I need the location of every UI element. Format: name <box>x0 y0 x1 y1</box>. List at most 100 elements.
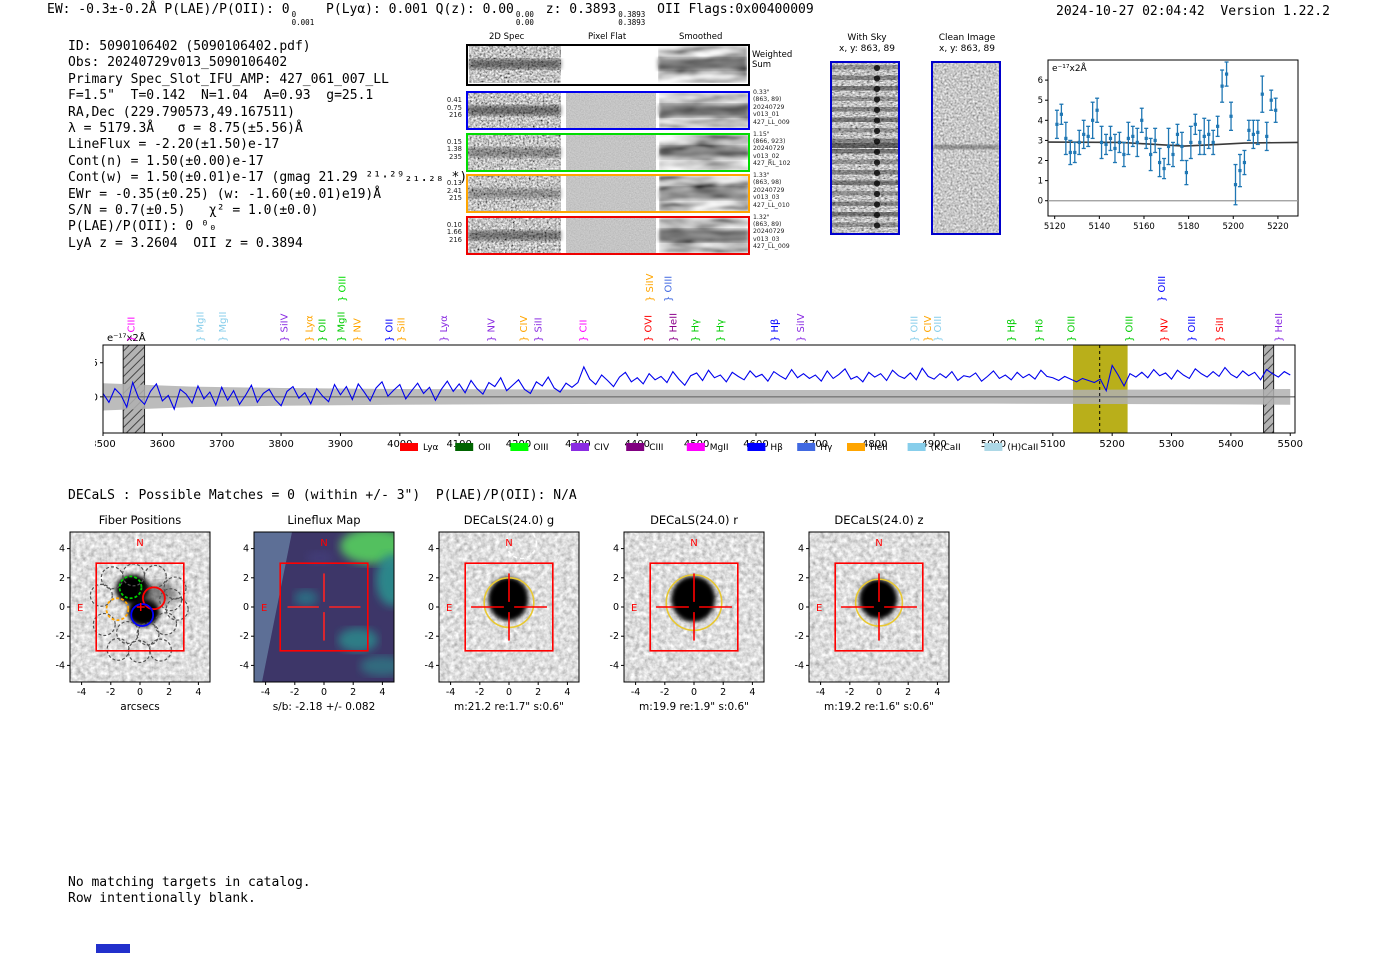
line-label-HeII: } HeII <box>1274 313 1285 342</box>
strip-left-label-1: 0.15 1.38 235 <box>444 138 462 162</box>
panel-ytick: 2 <box>798 573 804 584</box>
legend-item-CIII: CIII <box>626 443 663 453</box>
info-line-0: ID: 5090106402 (5090106402.pdf) <box>68 39 311 54</box>
qz-sup: 0.00 <box>515 10 534 19</box>
main-xtick: 3900 <box>328 439 353 450</box>
panel-xtick: -4 <box>631 687 640 698</box>
strip-right-note-0: 0.33" (863, 89) 20240729 v013_01 427_LL_009 <box>753 89 790 126</box>
errorbar-point <box>1251 119 1256 150</box>
line-label-SiIV: } SiIV <box>645 273 656 302</box>
bottom-blue-mark <box>96 944 130 953</box>
line-label-OII: } OII <box>318 319 329 342</box>
panel-ytick: 0 <box>428 602 434 613</box>
main-units-label: e⁻¹⁷x2Å <box>107 331 146 344</box>
errorbar-point <box>1255 119 1260 146</box>
line-label-OIII: } OIII <box>1157 276 1168 302</box>
errorbar-point <box>1220 69 1225 103</box>
legend-item-HeII: HeII <box>847 443 888 453</box>
panel-title: DECaLS(24.0) r <box>650 513 738 527</box>
z-sup: 0.3893 <box>618 10 646 19</box>
panel-title: Fiber Positions <box>99 513 182 527</box>
panel-ytick: -4 <box>240 660 249 671</box>
errorbar-point <box>1059 103 1064 125</box>
legend-item-Hβ: Hβ <box>747 443 783 453</box>
strip-right-note-2: 1.33" (863, 98) 20240729 v013_03 427_LL_010 <box>753 172 790 209</box>
line-label-OVI: } OVI <box>643 315 654 342</box>
panel-lineflux-map: N E -4 -4 -2 -2 0 0 2 2 4 4 Lineflux Map s/b: -2.18 +… <box>240 513 395 713</box>
strip-left-label-0: 0.41 0.75 216 <box>444 96 462 120</box>
info-line-10: S/N = 0.7(±0.5) χ² = 1.0(±0.0) <box>68 203 319 219</box>
legend-label: MgII <box>710 443 729 453</box>
info-line-7: Cont(n) = 1.50(±0.00)e-17 <box>68 153 264 169</box>
line-label-Hγ: } Hγ <box>690 319 701 342</box>
errorbar-point <box>1130 125 1135 148</box>
strip-note-line: v013_02 <box>753 152 780 160</box>
header-plya-qz: P(Lyα): 0.001 Q(z): 0.00 <box>326 2 514 17</box>
plae-sub: 0.001 <box>291 17 315 27</box>
main-xtick: 4900 <box>921 439 946 450</box>
panel-ytick: -2 <box>610 631 619 642</box>
line-label-SiII: } SiII <box>397 317 408 342</box>
errorbar-point <box>1260 75 1265 113</box>
plae-sup: 0 <box>291 10 297 19</box>
inset-chart-svg: 5120 5140 5160 5180 5200 5220 0 1 2 3 4 5 6 e⁻¹⁷x2Å <box>1038 59 1299 232</box>
panel-xtick: -4 <box>77 687 86 698</box>
inset-ytick: 3 <box>1038 136 1043 146</box>
strip-left-value: 215 <box>449 194 462 203</box>
strip-left-value: 1.38 <box>446 145 462 154</box>
info-line-6: LineFlux = -2.20(±1.50)e-17 <box>68 137 280 153</box>
inset-xtick: 5120 <box>1044 222 1066 232</box>
inset-ytick: 0 <box>1038 197 1043 207</box>
weighted-sum-strip <box>466 44 750 86</box>
strip-left-value: 0.10 <box>446 220 462 229</box>
panel-ytick: 2 <box>59 573 65 584</box>
panel-ytick: 0 <box>243 602 249 613</box>
errorbar-point <box>1246 119 1251 142</box>
line-label-CIII: } CIII <box>126 317 137 342</box>
strip-note-line: v013_03 <box>753 235 780 243</box>
strip-note-line: 0.33" <box>753 89 770 96</box>
strip-note-line: 427_LL_009 <box>753 243 790 251</box>
2d-strip <box>468 176 748 211</box>
strip-left-value: 0.75 <box>446 103 462 112</box>
info-line-9: EWr = -0.35(±0.25) (w: -1.60(±0.01)e19)Å <box>68 186 382 202</box>
compass-east: E <box>816 603 822 614</box>
line-label-Hγ: } Hγ <box>715 319 726 342</box>
errorbar-point <box>1157 147 1162 178</box>
withsky-title-text: With Sky <box>847 33 887 43</box>
panel-ytick: 4 <box>798 544 804 555</box>
panel-fiber-positions: N E -4 -4 -2 -2 0 0 2 2 4 4 Fiber Positions arcsecs <box>56 513 211 713</box>
timestamp: 2024-10-27 02:04:42 <box>1056 4 1205 19</box>
compass-north: N <box>690 538 697 549</box>
panel-xtick: 0 <box>691 687 697 698</box>
line-label-Hδ: } Hδ <box>1035 319 1046 342</box>
info-line-11: P(LAE)/P(OII): 0 ⁰₀ <box>68 219 217 235</box>
info-line-1: Obs: 20240729v013_5090106402 <box>68 55 288 71</box>
line-label-CII: } CII <box>579 320 590 342</box>
legend-item-CIV: CIV <box>571 443 610 453</box>
errorbar-point <box>1162 157 1167 180</box>
line-label-Hβ: } Hβ <box>1007 319 1018 342</box>
errorbar-point <box>1233 163 1238 206</box>
panel-xtick: 4 <box>379 687 385 698</box>
panel-title: DECaLS(24.0) z <box>834 513 923 527</box>
compass-east: E <box>261 603 267 614</box>
line-label-SiIV: } SiIV <box>280 313 291 342</box>
panel-ytick: -2 <box>795 631 804 642</box>
info-line-12: LyA z = 3.2604 OII z = 0.3894 <box>68 235 303 251</box>
main-xtick: 5100 <box>1040 439 1065 450</box>
panel-xtick: -4 <box>446 687 455 698</box>
strip-note-line: (863, 89) <box>753 96 782 104</box>
version: Version 1.22.2 <box>1220 4 1330 19</box>
panel-xtick: 2 <box>350 687 356 698</box>
panel-xlabel: arcsecs <box>120 701 159 713</box>
strip-note-line: 427_LL_009 <box>753 118 790 126</box>
legend-label: Lyα <box>423 443 439 453</box>
line-label-HeII: } HeII <box>668 313 679 342</box>
panel-xtick: 2 <box>720 687 726 698</box>
panel-decals-24-0-z: N E -4 -4 -2 -2 0 0 2 2 4 4 DECaLS(24.0) z m:19.2 re:… <box>795 513 950 713</box>
strip-row-0 <box>466 91 750 130</box>
line-label-Hβ: } Hβ <box>770 319 781 342</box>
errorbar-point <box>1273 97 1278 123</box>
